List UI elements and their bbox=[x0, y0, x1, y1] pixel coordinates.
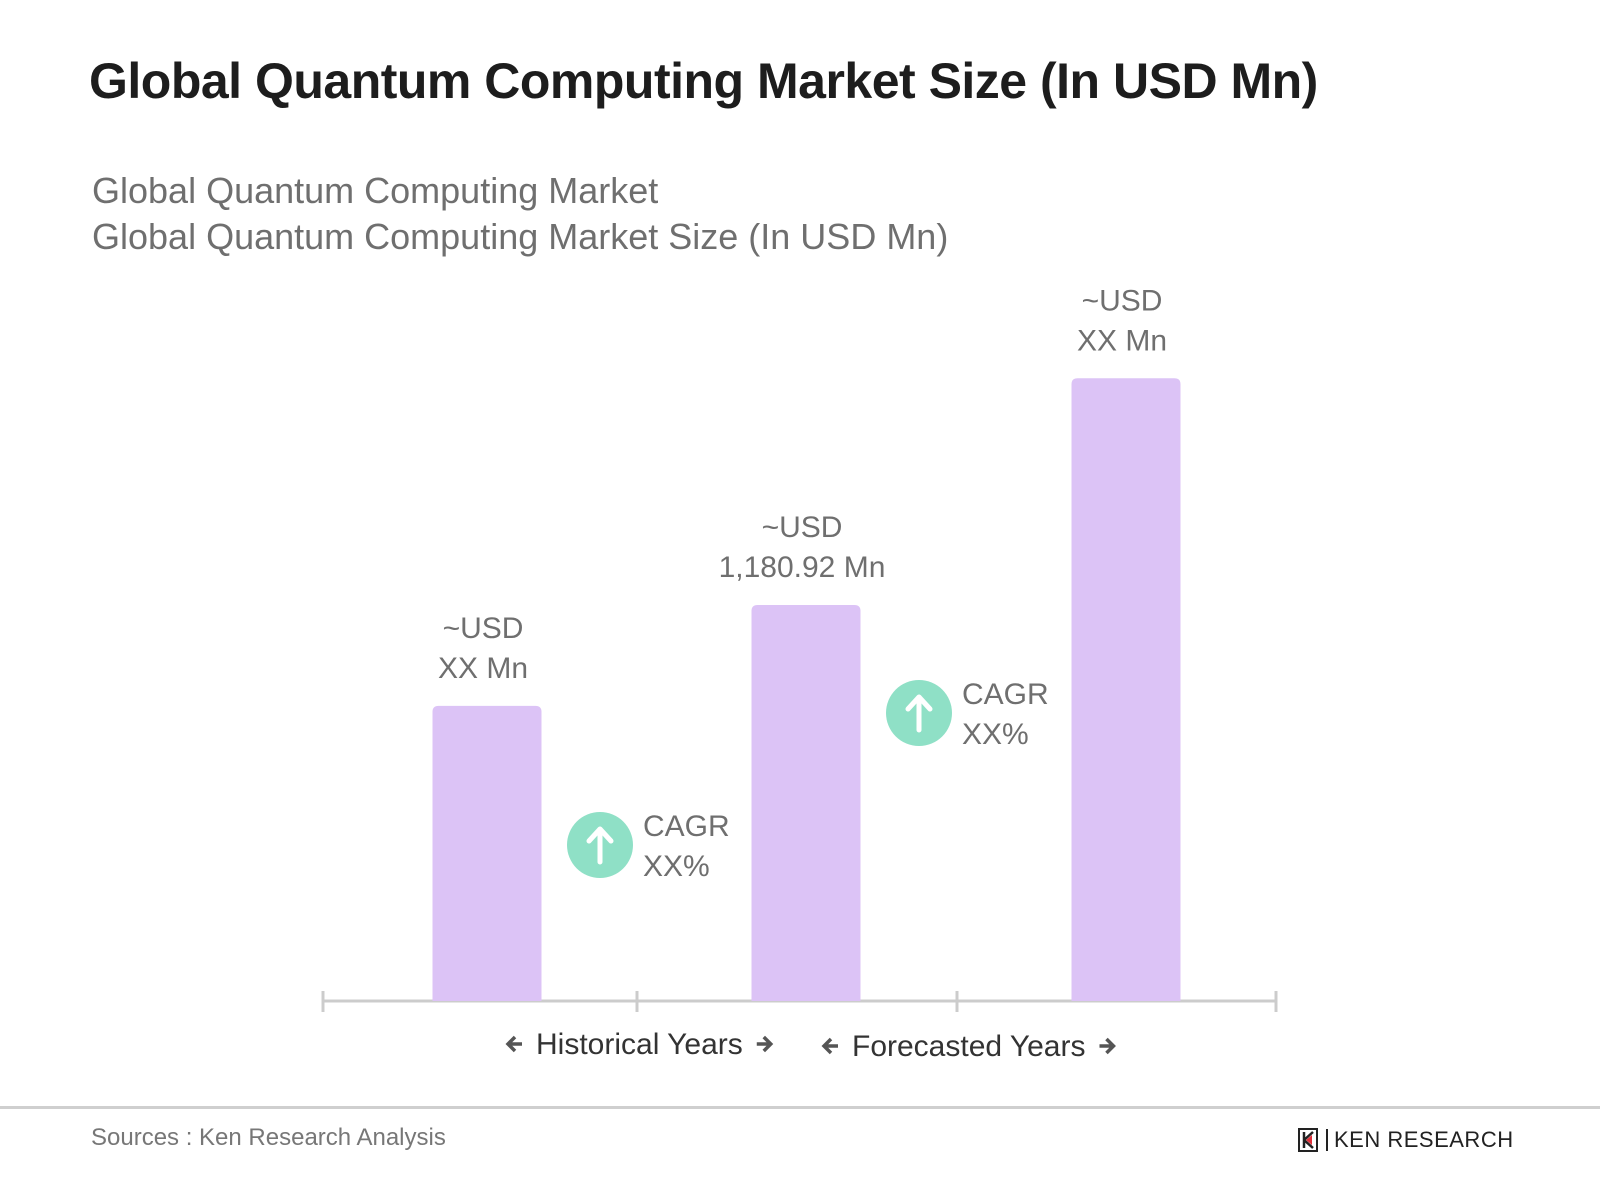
ken-research-logo: KEN RESEARCH bbox=[1298, 1127, 1514, 1153]
bar-value-label: ~USD bbox=[443, 612, 524, 645]
arrow-right-icon bbox=[1099, 1037, 1116, 1055]
chart-subtitle-2: Global Quantum Computing Market Size (In… bbox=[92, 216, 949, 257]
cagr-value: XX% bbox=[643, 850, 710, 883]
arrow-left-icon bbox=[505, 1035, 522, 1053]
cagr-label: CAGR bbox=[643, 810, 730, 843]
bar-chart: ~USD XX Mn ~USD 1,180.92 Mn ~USD XX Mn CAGR XX%… bbox=[321, 284, 1278, 1063]
arrow-right-icon bbox=[756, 1035, 774, 1053]
bar bbox=[432, 705, 542, 1001]
chart-subtitle: Global Quantum Computing Market bbox=[92, 170, 659, 211]
bar bbox=[1071, 378, 1181, 1001]
chart-title: Global Quantum Computing Market Size (In… bbox=[89, 53, 1318, 109]
source-note: Sources : Ken Research Analysis bbox=[91, 1124, 446, 1151]
arrow-glyph bbox=[586, 826, 614, 865]
arrow-glyph bbox=[905, 694, 933, 733]
cagr-value: XX% bbox=[962, 718, 1029, 751]
footer-divider bbox=[0, 1106, 1600, 1109]
bar bbox=[751, 605, 861, 1001]
cagr-label: CAGR bbox=[962, 678, 1049, 711]
bar-value-label: ~USD bbox=[762, 511, 843, 544]
bar-value-label: ~USD bbox=[1082, 284, 1163, 317]
logo-text: KEN RESEARCH bbox=[1334, 1127, 1514, 1152]
arrow-left-icon bbox=[821, 1037, 838, 1055]
bar-value-label: XX Mn bbox=[1077, 324, 1167, 357]
ken-logo-icon bbox=[1298, 1128, 1318, 1152]
bar-value-label: 1,180.92 Mn bbox=[719, 551, 886, 584]
period-label: Forecasted Years bbox=[852, 1030, 1085, 1063]
period-label: Historical Years bbox=[536, 1028, 743, 1061]
bar-value-label: XX Mn bbox=[438, 652, 528, 685]
